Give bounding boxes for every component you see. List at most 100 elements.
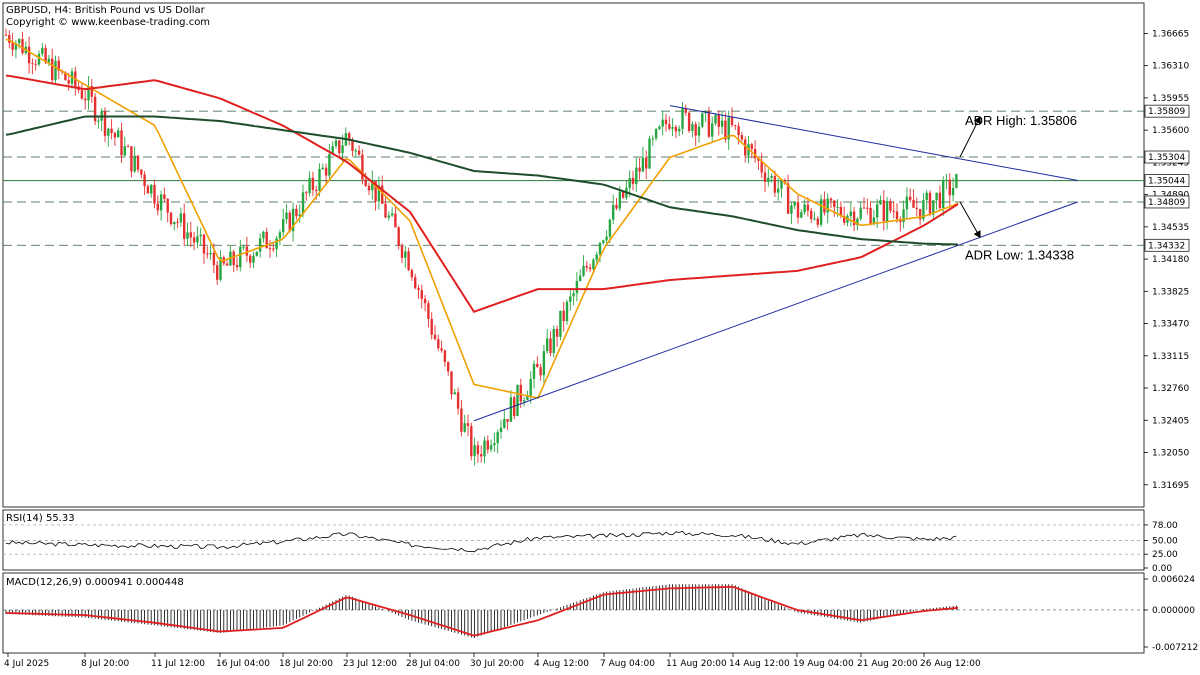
price-tick-label: 1.34180: [1152, 255, 1189, 265]
candle-body: [833, 200, 836, 208]
candle-body: [737, 126, 740, 136]
level-badges: 1.35809 1.35304 1.35044 1.34809 1.34332: [1144, 104, 1190, 252]
price-tick-label: 1.34890: [1152, 191, 1189, 201]
candle-body: [559, 310, 562, 337]
trendline: [473, 201, 1079, 422]
candle-body: [651, 138, 654, 140]
adr-annotations: ADR High: 1.35806 ADR Low: 1.34338: [959, 113, 1077, 262]
price-tick-label: 1.31695: [1152, 481, 1189, 491]
candle-body: [608, 219, 612, 237]
candle-body: [245, 246, 249, 256]
candle-body: [565, 301, 569, 322]
candle-body: [664, 119, 668, 125]
macd-tick-label: 0.006024: [1152, 575, 1195, 585]
candle-body: [117, 130, 120, 138]
candle-body: [549, 338, 552, 353]
chart-title: GBPUSD, H4: British Pound vs US Dollar: [6, 5, 206, 16]
candle-body: [902, 209, 905, 223]
candle-body: [727, 117, 730, 140]
candle-body: [192, 237, 196, 243]
candle-body: [34, 63, 37, 65]
candle-body: [856, 218, 859, 226]
candle-body: [648, 138, 651, 169]
candle-body: [885, 201, 889, 222]
candle-body: [447, 362, 450, 372]
candle-body: [209, 252, 212, 255]
candle-body: [219, 257, 222, 280]
candle-body: [295, 208, 298, 217]
candle-body: [734, 125, 737, 127]
candle-body: [536, 363, 539, 368]
candle-body: [407, 251, 410, 271]
candles: [4, 28, 958, 466]
candle-body: [93, 96, 97, 122]
candle-body: [819, 199, 823, 225]
candle-body: [249, 255, 252, 263]
candle-body: [872, 217, 876, 225]
candle-body: [423, 298, 427, 304]
time-tick-label: 18 Jul 20:00: [279, 659, 333, 669]
candle-body: [387, 215, 390, 218]
candle-body: [555, 328, 559, 337]
time-axis: 4 Jul 2025 8 Jul 20:00 11 Jul 12:00 16 Jul …: [4, 653, 981, 669]
candle-body: [810, 210, 813, 220]
time-tick-label: 14 Aug 12:00: [729, 659, 790, 669]
candle-body: [67, 80, 70, 84]
candle-body: [816, 218, 819, 225]
candle-body: [836, 206, 839, 208]
candle-body: [364, 179, 367, 186]
candle-body: [668, 124, 671, 129]
candle-body: [612, 204, 615, 220]
candle-body: [671, 127, 674, 129]
candle-body: [493, 443, 496, 446]
candle-body: [123, 146, 126, 156]
candle-body: [849, 211, 852, 216]
candle-body: [866, 207, 869, 209]
candle-body: [381, 185, 384, 204]
candle-body: [661, 119, 664, 127]
candle-body: [417, 288, 420, 291]
candle-body: [945, 179, 948, 181]
time-tick-label: 26 Aug 12:00: [920, 659, 981, 669]
candle-body: [232, 251, 235, 266]
candle-body: [410, 270, 414, 278]
candle-body: [592, 259, 595, 270]
level-badge: [1144, 238, 1190, 252]
candle-body: [44, 47, 47, 63]
candle-body: [658, 126, 661, 130]
candle-body: [371, 181, 374, 191]
candle-body: [869, 207, 872, 225]
level-badge-label: 1.35809: [1148, 107, 1185, 117]
candle-body: [84, 98, 87, 101]
candle-body: [285, 212, 288, 220]
candle-body: [80, 90, 84, 99]
time-tick-label: 4 Jul 2025: [4, 659, 49, 669]
macd-label: MACD(12,26,9) 0.000941 0.000448: [6, 577, 184, 588]
candle-body: [258, 238, 262, 252]
candle-body: [697, 126, 701, 136]
candle-body: [173, 221, 176, 225]
candle-body: [780, 180, 783, 189]
time-tick-label: 11 Aug 20:00: [666, 659, 727, 669]
candle-body: [519, 384, 522, 402]
candle-body: [107, 128, 110, 136]
price-tick-label: 1.32050: [1152, 449, 1189, 459]
candle-body: [291, 208, 295, 232]
candle-body: [843, 215, 846, 223]
moving-average-line: [5, 74, 959, 314]
candle-body: [928, 192, 932, 215]
candle-body: [216, 265, 219, 280]
candle-body: [829, 198, 833, 201]
candle-body: [796, 201, 800, 218]
candle-body: [767, 177, 770, 182]
candle-body: [453, 392, 456, 395]
candle-body: [301, 192, 305, 215]
time-tick-label: 28 Jul 04:00: [406, 659, 460, 669]
candle-body: [499, 427, 503, 432]
candle-body: [724, 120, 727, 140]
candle-body: [720, 120, 724, 127]
candle-body: [288, 212, 291, 232]
macd-signal-line: [5, 585, 959, 637]
candle-body: [618, 191, 621, 209]
